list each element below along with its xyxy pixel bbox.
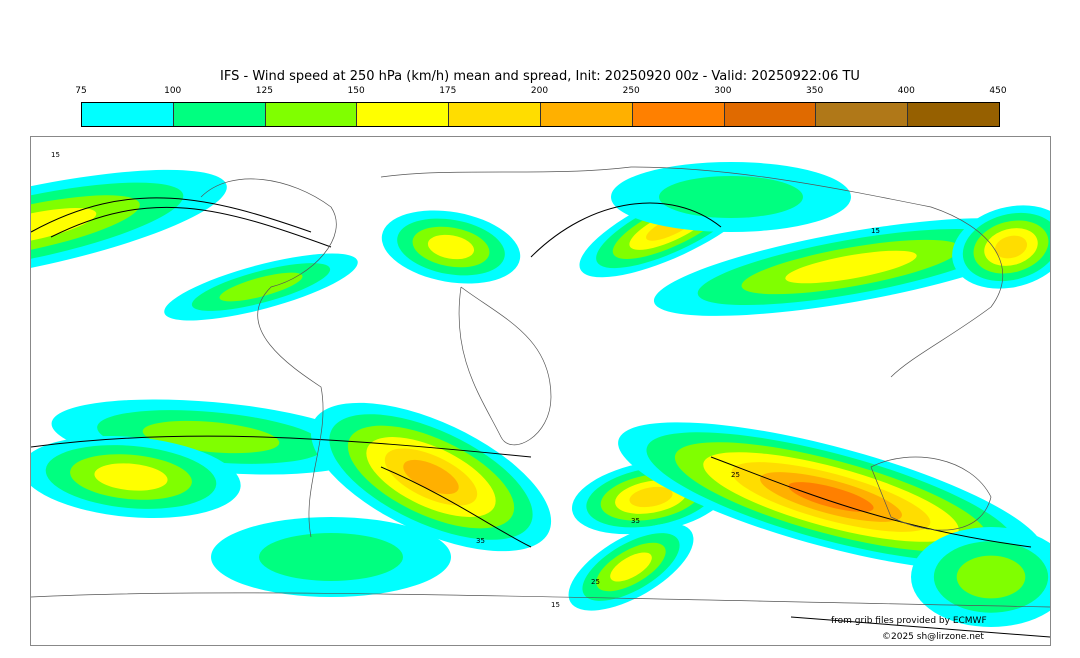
wind-speed-band bbox=[629, 486, 673, 508]
svg-text:25: 25 bbox=[591, 578, 600, 586]
colorbar-segment bbox=[357, 103, 450, 126]
svg-text:15: 15 bbox=[871, 227, 880, 235]
wind-speed-band bbox=[788, 482, 874, 512]
colorbar-segment bbox=[540, 103, 633, 126]
wind-speed-band bbox=[956, 555, 1026, 599]
colorbar-tick-label: 150 bbox=[347, 86, 365, 96]
colorbar-tick-label: 350 bbox=[806, 86, 824, 96]
map-canvas: 15 15 15 25 25 35 35 bbox=[31, 151, 1050, 638]
svg-text:25: 25 bbox=[731, 471, 740, 479]
copyright-credit: ©2025 sh@lirzone.net bbox=[882, 632, 984, 642]
colorbar-tick-label: 100 bbox=[164, 86, 182, 96]
svg-text:35: 35 bbox=[631, 517, 640, 525]
coastlines bbox=[31, 166, 1050, 608]
wind-speed-map: 15 15 15 25 25 35 35 bbox=[30, 136, 1051, 646]
colorbar-tick-label: 250 bbox=[622, 86, 640, 96]
colorbar-segment bbox=[632, 103, 725, 126]
wind-speed-band bbox=[259, 533, 403, 581]
colorbar-segment bbox=[449, 103, 541, 126]
wind-speed-band bbox=[659, 176, 803, 218]
colorbar-tick-label: 300 bbox=[714, 86, 732, 96]
colorbar-tick-label: 200 bbox=[530, 86, 549, 96]
colorbar-segment bbox=[82, 103, 174, 126]
colorbar-tick-label: 400 bbox=[897, 86, 915, 96]
colorbar-tick-label: 175 bbox=[439, 86, 457, 96]
svg-text:35: 35 bbox=[476, 537, 485, 545]
spread-contours bbox=[31, 197, 1050, 638]
wind-speed-band bbox=[94, 463, 168, 491]
wind-speed-band bbox=[219, 272, 303, 302]
svg-text:15: 15 bbox=[551, 601, 560, 609]
colorbar-tick-label: 450 bbox=[989, 86, 1007, 96]
colorbar-legend bbox=[81, 102, 1000, 127]
colorbar-segment bbox=[724, 103, 817, 126]
wind-speed-band bbox=[610, 552, 652, 582]
wind-speed-band bbox=[785, 250, 917, 284]
wind-speed-band bbox=[403, 459, 459, 495]
colorbar-tick-label: 125 bbox=[255, 86, 273, 96]
colorbar-tick-label: 75 bbox=[75, 86, 87, 96]
contour-labels: 15 15 15 25 25 35 35 bbox=[51, 151, 880, 609]
colorbar-segment bbox=[816, 103, 909, 126]
map-title: IFS - Wind speed at 250 hPa (km/h) mean … bbox=[220, 69, 860, 84]
wind-speed-band bbox=[427, 234, 475, 260]
colorbar-segment bbox=[908, 103, 999, 126]
colorbar-segment bbox=[265, 103, 358, 126]
wind-bands bbox=[31, 162, 1050, 627]
data-source-credit: from grib files provided by ECMWF bbox=[831, 616, 987, 626]
colorbar-segment bbox=[173, 103, 266, 126]
svg-text:15: 15 bbox=[51, 151, 60, 159]
wind-speed-band bbox=[31, 207, 97, 247]
wind-speed-band bbox=[994, 235, 1028, 259]
